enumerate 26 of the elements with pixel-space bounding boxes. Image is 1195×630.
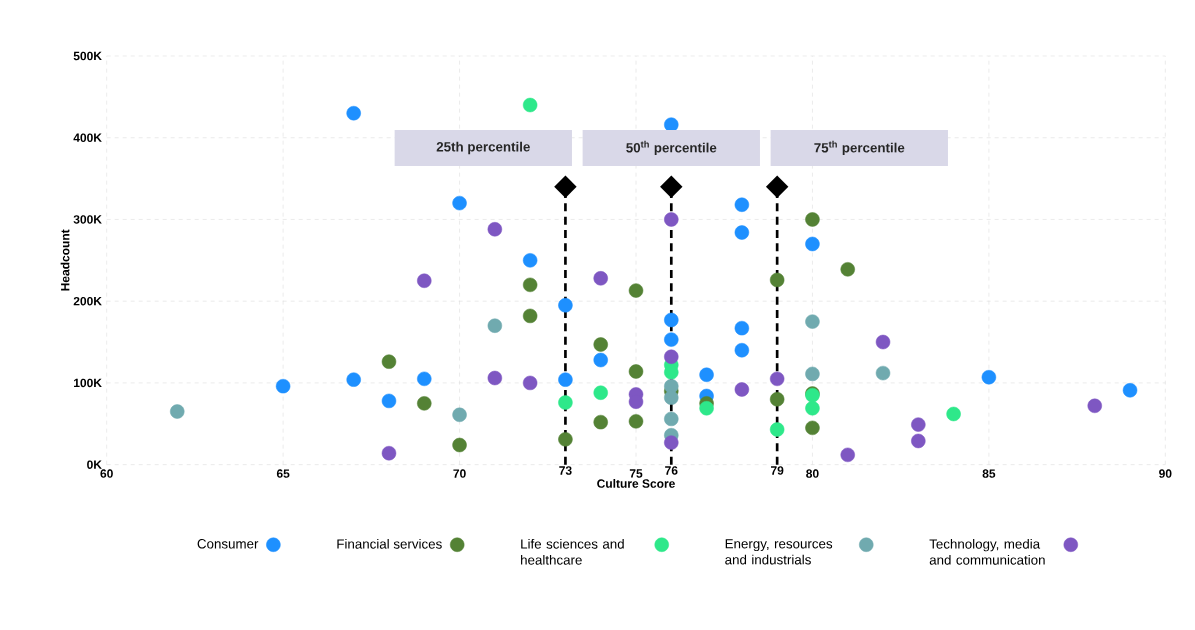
annotation: 25th percentile [436, 141, 530, 155]
ref-line-label: 76 [665, 466, 678, 475]
x-tick-label: 80 [806, 469, 819, 478]
legend-label: Financial services [337, 538, 442, 549]
x-tick-label: 75 [629, 469, 643, 478]
ref-line-label: 73 [559, 466, 572, 475]
x-tick-label: 90 [1159, 469, 1172, 478]
legend-label: Energy, resources and industrials [725, 539, 833, 565]
y-tick-label: 300K [73, 215, 102, 224]
annotation: 75$^{th}$ percentile [814, 140, 905, 156]
y-tick-label: 500K [73, 51, 102, 61]
x-axis-title: Culture Score [597, 479, 675, 488]
y-tick-label: 400K [73, 133, 102, 142]
x-tick-label: 70 [453, 469, 466, 478]
legend-label: Consumer [197, 539, 259, 549]
x-tick-label: 65 [276, 469, 290, 478]
y-tick-label: 0K [87, 460, 102, 469]
x-tick-label: 60 [100, 469, 113, 478]
y-tick-label: 200K [73, 296, 102, 306]
y-axis-title: Headcount [60, 229, 70, 291]
legend-label: Life sciences and healthcare [521, 538, 624, 565]
legend-label: Technology, media and communication [929, 538, 1045, 565]
ref-line-label: 79 [771, 466, 784, 475]
y-tick-label: 100K [74, 378, 102, 388]
x-tick-label: 85 [982, 469, 996, 478]
annotation: 50$^{th}$ percentile [626, 140, 717, 156]
